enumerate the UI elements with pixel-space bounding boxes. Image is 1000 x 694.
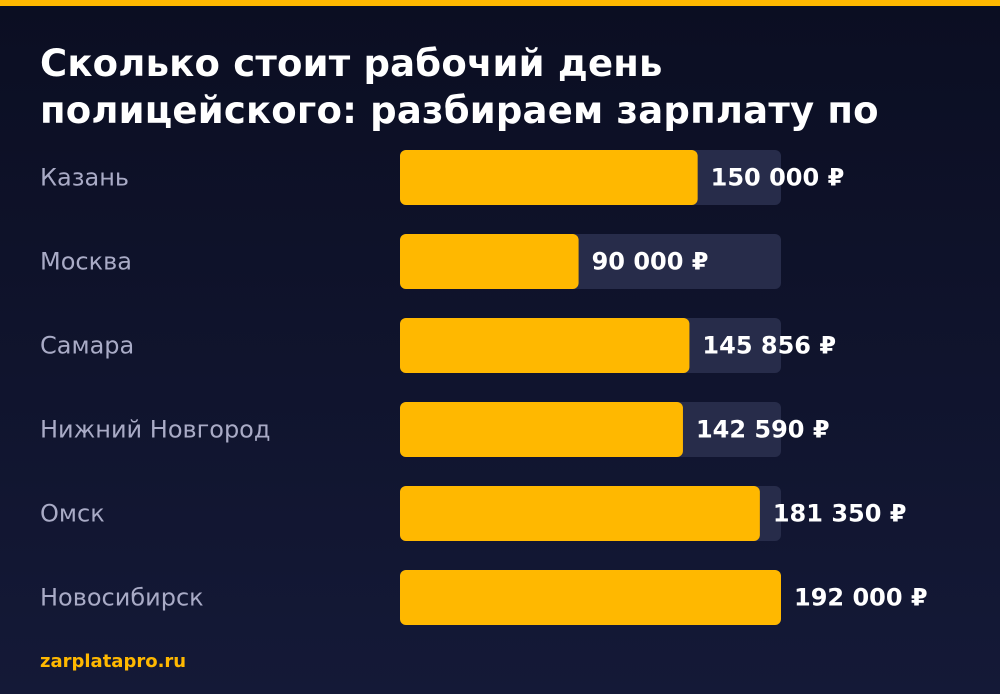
category-label: Нижний Новгород [40, 416, 270, 444]
category-label: Казань [40, 164, 129, 192]
bar [400, 234, 579, 289]
value-label: 145 856 ₽ [702, 332, 836, 360]
bar [400, 150, 698, 205]
value-label: 150 000 ₽ [711, 164, 845, 192]
bar [400, 570, 781, 625]
bar [400, 402, 683, 457]
site-footer: zarplatapro.ru [40, 651, 187, 672]
top-accent-stripe [0, 0, 1000, 6]
chart-title: Сколько стоит рабочий день полицейского:… [40, 42, 879, 132]
category-label: Самара [40, 332, 134, 360]
bar [400, 318, 690, 373]
value-label: 192 000 ₽ [794, 584, 928, 612]
category-label: Москва [40, 248, 132, 276]
category-label: Омск [40, 500, 105, 528]
value-label: 90 000 ₽ [592, 248, 709, 276]
value-label: 181 350 ₽ [773, 500, 907, 528]
category-label: Новосибирск [40, 584, 204, 612]
value-label: 142 590 ₽ [696, 416, 830, 444]
bar [400, 486, 760, 541]
